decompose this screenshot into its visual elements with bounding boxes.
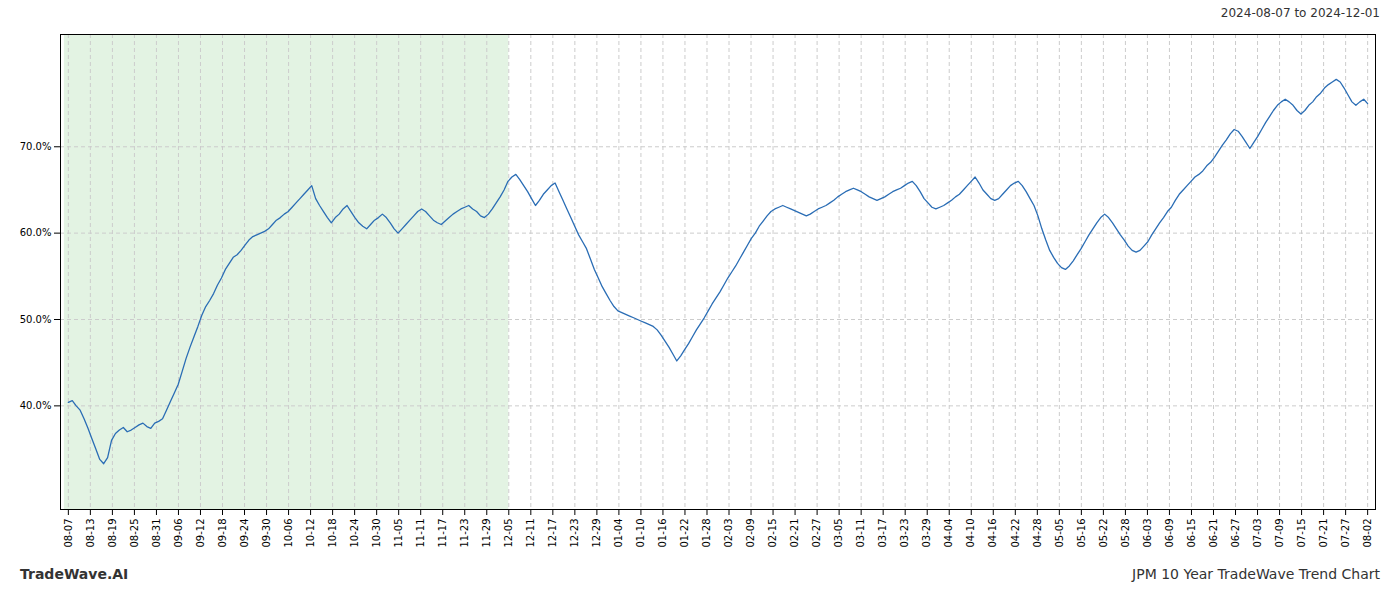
svg-text:01-16: 01-16: [657, 519, 668, 548]
svg-text:02-03: 02-03: [723, 519, 734, 548]
svg-text:10-06: 10-06: [283, 519, 294, 548]
svg-text:08-19: 08-19: [107, 519, 118, 548]
svg-text:06-03: 06-03: [1142, 519, 1153, 548]
svg-text:06-27: 06-27: [1230, 519, 1241, 548]
svg-text:11-05: 11-05: [393, 519, 404, 548]
svg-text:10-24: 10-24: [349, 519, 360, 548]
svg-text:11-23: 11-23: [459, 519, 470, 548]
svg-text:08-25: 08-25: [129, 519, 140, 548]
svg-text:10-12: 10-12: [305, 519, 316, 548]
svg-text:12-17: 12-17: [547, 519, 558, 548]
svg-text:03-29: 03-29: [921, 519, 932, 548]
svg-text:05-22: 05-22: [1098, 519, 1109, 548]
svg-text:09-18: 09-18: [217, 519, 228, 548]
svg-text:03-17: 03-17: [877, 519, 888, 548]
svg-text:09-24: 09-24: [239, 519, 250, 548]
svg-text:08-31: 08-31: [151, 519, 162, 548]
html-text:TradeWave.AI: TradeWave.AI: [20, 566, 129, 582]
svg-text:50.0%: 50.0%: [20, 314, 52, 325]
svg-text:03-23: 03-23: [899, 519, 910, 548]
svg-text:07-09: 07-09: [1274, 519, 1285, 548]
svg-text:07-03: 07-03: [1252, 519, 1263, 548]
svg-text:01-28: 01-28: [701, 519, 712, 548]
svg-text:60.0%: 60.0%: [20, 227, 52, 238]
svg-text:08-02: 08-02: [1362, 519, 1373, 548]
svg-text:01-22: 01-22: [679, 519, 690, 548]
svg-text:04-22: 04-22: [1009, 519, 1020, 548]
svg-text:12-05: 12-05: [503, 519, 514, 548]
svg-text:02-09: 02-09: [745, 519, 756, 548]
svg-text:07-27: 07-27: [1340, 519, 1351, 548]
svg-text:01-10: 01-10: [635, 519, 646, 548]
svg-text:10-18: 10-18: [327, 519, 338, 548]
svg-text:07-15: 07-15: [1296, 519, 1307, 548]
svg-text:12-29: 12-29: [591, 519, 602, 548]
svg-text:06-15: 06-15: [1186, 519, 1197, 548]
svg-text:09-12: 09-12: [195, 519, 206, 548]
svg-text:02-27: 02-27: [811, 519, 822, 548]
html-text:2024-08-07 to 2024-12-01: 2024-08-07 to 2024-12-01: [1220, 6, 1380, 20]
svg-text:11-29: 11-29: [481, 519, 492, 548]
svg-text:04-10: 04-10: [965, 519, 976, 548]
svg-text:05-28: 05-28: [1120, 519, 1131, 548]
svg-text:06-09: 06-09: [1164, 519, 1175, 548]
svg-text:08-07: 08-07: [63, 519, 74, 548]
svg-text:03-05: 03-05: [833, 519, 844, 548]
svg-text:04-28: 04-28: [1032, 519, 1043, 548]
svg-text:04-16: 04-16: [987, 519, 998, 548]
svg-text:05-05: 05-05: [1054, 519, 1065, 548]
svg-text:02-15: 02-15: [767, 519, 778, 548]
svg-text:09-06: 09-06: [173, 519, 184, 548]
svg-text:09-30: 09-30: [261, 519, 272, 548]
svg-text:40.0%: 40.0%: [20, 400, 52, 411]
svg-text:01-04: 01-04: [613, 519, 624, 548]
svg-text:10-30: 10-30: [371, 519, 382, 548]
svg-text:11-11: 11-11: [415, 519, 426, 548]
svg-text:12-23: 12-23: [569, 519, 580, 548]
svg-text:70.0%: 70.0%: [20, 141, 52, 152]
html-text:JPM 10 Year TradeWave Trend Ch: JPM 10 Year TradeWave Trend Chart: [1132, 566, 1380, 582]
svg-text:04-04: 04-04: [943, 519, 954, 548]
svg-text:02-21: 02-21: [789, 519, 800, 548]
svg-text:07-21: 07-21: [1318, 519, 1329, 548]
svg-text:08-13: 08-13: [85, 519, 96, 548]
svg-text:03-11: 03-11: [855, 519, 866, 548]
svg-text:06-21: 06-21: [1208, 519, 1219, 548]
svg-text:05-16: 05-16: [1076, 519, 1087, 548]
svg-text:11-17: 11-17: [437, 519, 448, 548]
svg-text:12-11: 12-11: [525, 519, 536, 548]
